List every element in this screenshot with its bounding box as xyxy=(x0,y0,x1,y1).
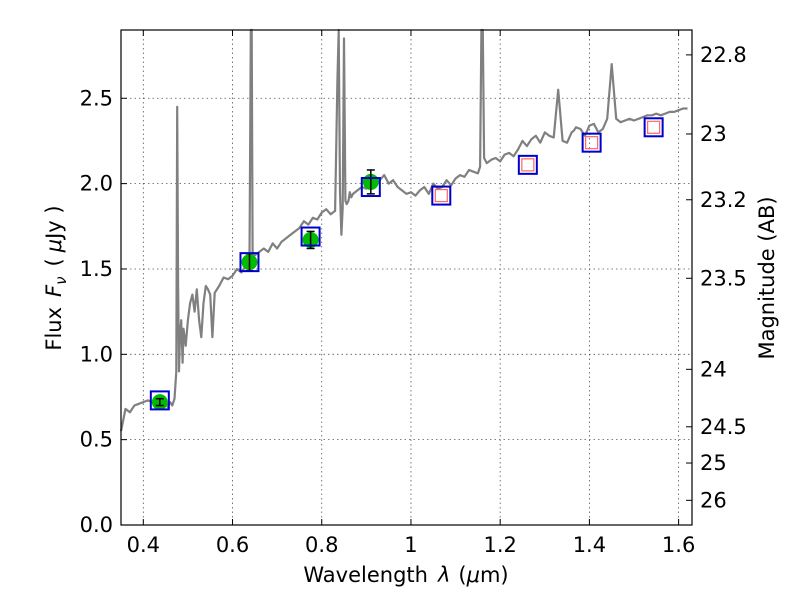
model-photometry-marker xyxy=(643,117,664,138)
ticks-layer: 0.4 0.6 0.8 1 1.2 1.4 1.6 0.0 0.5 1.0 1.5 2.0 2.5 22.… xyxy=(80,30,747,557)
y-axis-label: FluxFν(μJy ) xyxy=(42,205,70,350)
y-tick-label: 2.0 xyxy=(80,172,113,196)
x-tick-label: 1.4 xyxy=(573,533,606,557)
y-tick-label: 2.5 xyxy=(80,86,113,110)
upper-limit-marker xyxy=(434,188,448,203)
upper-limit-marker xyxy=(521,158,535,172)
model-photometry-marker xyxy=(149,390,170,411)
grid-layer xyxy=(121,30,692,526)
x-tick-label: 0.8 xyxy=(305,533,338,557)
model-photometry-marker xyxy=(517,154,538,175)
magnitude-tick-label: 22.8 xyxy=(700,43,747,67)
model-photometry-marker xyxy=(239,252,260,273)
magnitude-axis-label: Magnitude (AB) xyxy=(755,196,779,359)
x-tick-label: 1 xyxy=(404,533,417,557)
model-photometry-marker xyxy=(431,185,452,206)
x-tick-label: 1.6 xyxy=(662,533,695,557)
upper-limit-marker xyxy=(647,120,661,134)
spectrum-line xyxy=(119,28,688,432)
y-tick-label: 1.5 xyxy=(80,257,113,281)
y-tick-label: 1.0 xyxy=(80,342,113,366)
model-photometry-marker xyxy=(360,177,381,198)
model-photometry-marker xyxy=(300,226,321,247)
plot-frame xyxy=(120,29,693,526)
y-tick-label: 0.5 xyxy=(80,428,113,452)
upper-limit-marker xyxy=(585,136,599,150)
points-layer xyxy=(149,117,664,411)
x-axis-label: Wavelength λ (μm) xyxy=(303,563,508,587)
x-tick-label: 0.4 xyxy=(127,533,160,557)
magnitude-tick-label: 26 xyxy=(700,488,727,512)
magnitude-tick-label: 24.5 xyxy=(700,415,747,439)
y-tick-label: 0.0 xyxy=(80,513,113,537)
magnitude-tick-label: 23.5 xyxy=(700,266,747,290)
x-tick-label: 1.2 xyxy=(483,533,516,557)
model-photometry-marker xyxy=(581,132,602,153)
magnitude-tick-label: 23.2 xyxy=(700,188,747,212)
magnitude-tick-label: 25 xyxy=(700,451,727,475)
x-tick-label: 0.6 xyxy=(216,533,249,557)
magnitude-tick-label: 23 xyxy=(700,122,727,146)
magnitude-tick-label: 24 xyxy=(700,357,727,381)
